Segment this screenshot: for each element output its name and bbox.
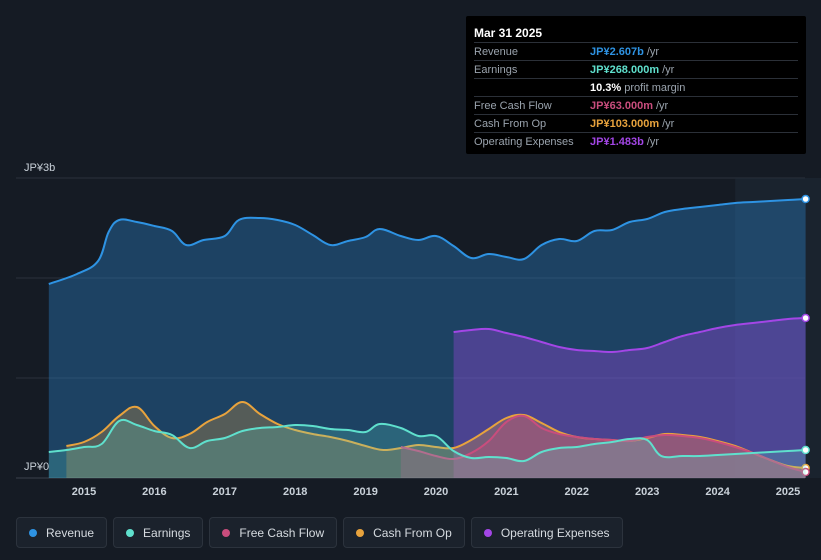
- tooltip-row: Earnings JP¥268.000m/yr: [474, 60, 798, 78]
- free-cash-flow-endpoint: [801, 467, 810, 477]
- tooltip-row-label: Earnings: [474, 63, 518, 76]
- x-tick-label: 2018: [283, 486, 307, 498]
- tooltip-row-unit: /yr: [662, 63, 675, 76]
- x-tick-label: 2024: [705, 486, 730, 498]
- tooltip-row-value: JP¥1.483b: [590, 135, 644, 148]
- x-tick-label: 2022: [565, 486, 589, 498]
- tooltip-row-value: JP¥63.000m: [590, 99, 653, 112]
- tooltip-date: Mar 31 2025: [474, 26, 543, 40]
- legend-item-label: Operating Expenses: [500, 525, 610, 540]
- tooltip-row-label: Operating Expenses: [474, 135, 574, 148]
- tooltip-row: Free Cash Flow JP¥63.000m/yr: [474, 96, 798, 114]
- tooltip-row: Revenue JP¥2.607b/yr: [474, 42, 798, 60]
- legend-item-revenue[interactable]: Revenue: [16, 517, 108, 548]
- x-tick-label: 2019: [353, 486, 377, 498]
- operating-expenses-endpoint: [801, 313, 810, 323]
- x-tick-label: 2016: [142, 486, 166, 498]
- revenue-area: [48, 199, 806, 478]
- x-axis: 2015 2016 2017 2018 2019 2020 2021 2022 2023 2024…: [72, 486, 800, 498]
- legend-item-label: Cash From Op: [373, 525, 452, 540]
- y-axis-top-label: JP¥3b: [24, 162, 55, 174]
- tooltip-row-unit: /yr: [656, 99, 669, 112]
- free-cash-flow-line: [400, 414, 806, 473]
- operating-expenses-area: [453, 318, 806, 478]
- legend-item-earnings[interactable]: Earnings: [113, 517, 204, 548]
- earnings-line: [48, 418, 806, 463]
- x-tick-label: 2021: [494, 486, 518, 498]
- free-cash-flow-area: [400, 415, 806, 478]
- y-axis-bottom-label: JP¥0: [24, 461, 49, 473]
- tooltip-row-value: JP¥103.000m: [590, 117, 660, 130]
- tooltip-row: Cash From Op JP¥103.000m/yr: [474, 114, 798, 132]
- tooltip-row-label: Revenue: [474, 45, 519, 58]
- tooltip-row-value: JP¥2.607b: [590, 45, 644, 58]
- earnings-area: [48, 419, 806, 478]
- legend-dot-icon: [356, 528, 365, 537]
- legend-dot-icon: [29, 528, 37, 537]
- cash-from-op-area: [66, 402, 806, 478]
- legend-item-label: Revenue: [46, 525, 95, 540]
- legend-item-free-cash-flow[interactable]: Free Cash Flow: [209, 517, 338, 548]
- legend-dot-icon: [126, 528, 135, 537]
- tooltip-row: 10.3% profit margin: [474, 78, 798, 96]
- x-tick-label: 2025: [776, 486, 800, 498]
- tooltip-row-unit: /yr: [646, 45, 660, 58]
- legend-dot-icon: [483, 528, 492, 537]
- data-tooltip: Mar 31 2025 Revenue JP¥2.607b/yr Earnings J…: [466, 16, 806, 154]
- x-tick-label: 2015: [72, 486, 96, 498]
- tooltip-row-unit: profit margin: [624, 81, 686, 94]
- tooltip-rows: Revenue JP¥2.607b/yr Earnings JP¥268.000m/y…: [474, 42, 798, 150]
- legend-item-cash-from-op[interactable]: Cash From Op: [343, 517, 465, 548]
- chart-grid: [16, 177, 805, 479]
- legend-item-label: Earnings: [143, 525, 191, 540]
- tooltip-row-value: 10.3%: [590, 81, 622, 94]
- tooltip-row-label: Cash From Op: [474, 117, 547, 130]
- revenue-line: [48, 198, 806, 285]
- tooltip-row: Operating Expenses JP¥1.483b/yr: [474, 132, 798, 150]
- earnings-endpoint: [801, 445, 810, 455]
- financial-chart: 2015 2016 2017 2018 2019 2020 2021 2022 2023 2024…: [16, 162, 821, 498]
- operating-expenses-line: [453, 317, 806, 354]
- x-tick-label: 2020: [424, 486, 448, 498]
- x-tick-label: 2023: [635, 486, 659, 498]
- chart-legend: Revenue Earnings Free Cash Flow Cash From O…: [16, 517, 623, 548]
- legend-item-label: Free Cash Flow: [239, 525, 325, 540]
- tooltip-row-value: JP¥268.000m: [590, 63, 660, 76]
- legend-dot-icon: [222, 528, 231, 537]
- legend-item-operating-expenses[interactable]: Operating Expenses: [470, 517, 623, 548]
- tooltip-row-unit: /yr: [662, 117, 675, 130]
- tooltip-row-label: Free Cash Flow: [474, 99, 552, 112]
- tooltip-row-unit: /yr: [646, 135, 660, 148]
- forecast-highlight-region: [735, 178, 821, 478]
- highlight-rect: [735, 178, 821, 478]
- x-tick-label: 2017: [213, 486, 237, 498]
- revenue-endpoint: [801, 194, 810, 204]
- chart-series: [48, 194, 810, 478]
